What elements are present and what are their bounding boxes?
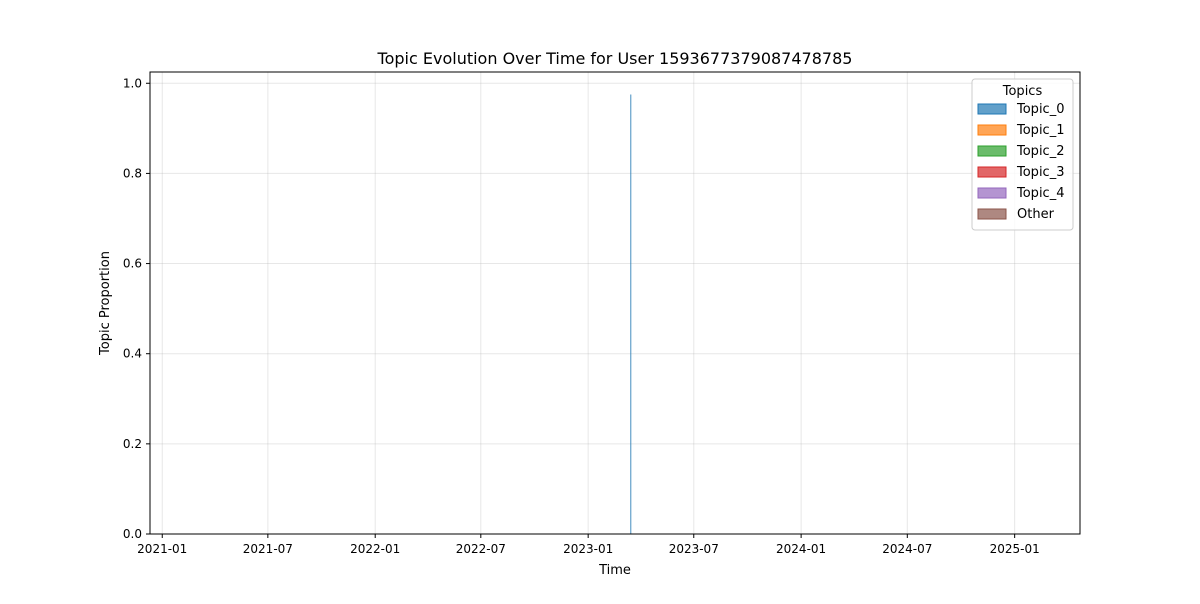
legend-swatch-topic-0 bbox=[977, 103, 1007, 115]
x-tick-label: 2023-01 bbox=[563, 542, 613, 556]
x-tick-label: 2021-07 bbox=[243, 542, 293, 556]
x-tick-label: 2022-01 bbox=[350, 542, 400, 556]
x-tick-label: 2025-01 bbox=[990, 542, 1040, 556]
legend-swatch-topic-3 bbox=[977, 166, 1007, 178]
legend-label-topic-3: Topic_3 bbox=[1016, 165, 1064, 180]
legend-swatch-topic-4 bbox=[977, 187, 1007, 199]
legend-title: Topics bbox=[1002, 84, 1043, 99]
x-tick-label: 2022-07 bbox=[456, 542, 506, 556]
legend-label-other: Other bbox=[1017, 207, 1055, 222]
legend-swatch-topic-2 bbox=[977, 145, 1007, 157]
legend-swatch-other bbox=[977, 208, 1007, 220]
x-axis-label: Time bbox=[598, 563, 631, 578]
x-tick-label: 2024-01 bbox=[776, 542, 826, 556]
x-tick-label: 2024-07 bbox=[882, 542, 932, 556]
legend: Topics Topic_0Topic_1Topic_2Topic_3Topic… bbox=[971, 78, 1074, 231]
legend-label-topic-0: Topic_0 bbox=[1016, 102, 1064, 117]
legend-label-topic-2: Topic_2 bbox=[1016, 144, 1064, 159]
legend-label-topic-1: Topic_1 bbox=[1016, 123, 1064, 138]
legend-items: Topic_0 Topic_1 Topic_2 Topic_3 Topic_4 Other bbox=[977, 102, 1064, 222]
y-tick-label: 0.4 bbox=[123, 347, 142, 361]
plot-frame bbox=[149, 71, 1081, 535]
chart-title: Topic Evolution Over Time for User 15936… bbox=[377, 49, 853, 68]
y-tick-label: 0.8 bbox=[123, 166, 142, 180]
y-axis-label: Topic Proportion bbox=[98, 251, 113, 356]
x-tick-label: 2021-01 bbox=[137, 542, 187, 556]
y-tick-label: 1.0 bbox=[123, 76, 142, 90]
y-tick-label: 0.2 bbox=[123, 437, 142, 451]
legend-label-topic-4: Topic_4 bbox=[1016, 186, 1064, 201]
y-tick-label: 0.6 bbox=[123, 257, 142, 271]
legend-swatch-topic-1 bbox=[977, 124, 1007, 136]
x-tick-label: 2023-07 bbox=[669, 542, 719, 556]
tick-layer: 2021-01 2021-07 2022-01 2022-07 2023-01 2023-… bbox=[123, 76, 1040, 556]
y-tick-label: 0.0 bbox=[123, 527, 142, 541]
